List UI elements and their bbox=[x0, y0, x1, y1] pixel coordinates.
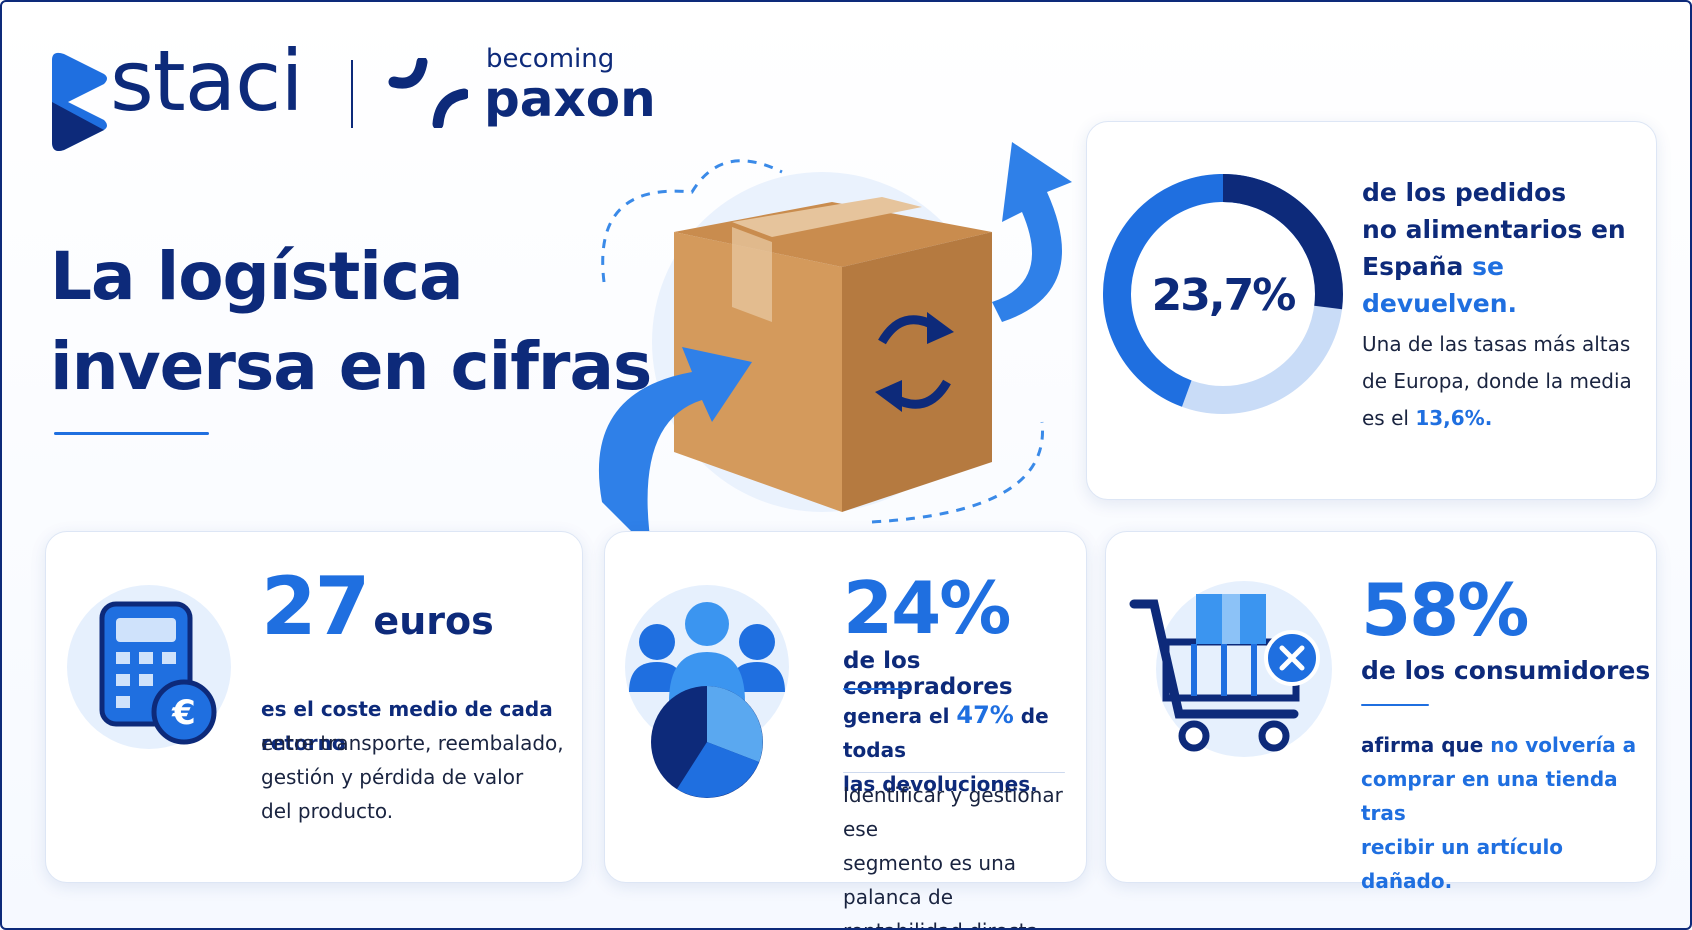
returns-note: Una de las tasas más altas de Europa, do… bbox=[1362, 326, 1632, 437]
paxon-icon bbox=[388, 58, 468, 128]
buyers-subtitle: de los compradores bbox=[843, 648, 1013, 700]
cart-icon bbox=[1129, 581, 1332, 757]
title-line: La logística bbox=[50, 238, 464, 315]
highlight: se devuelven. bbox=[1362, 252, 1518, 318]
text: genera el bbox=[843, 704, 957, 728]
partner: paxon bbox=[484, 70, 656, 128]
logo-divider bbox=[351, 60, 353, 128]
box-illustration bbox=[598, 142, 1072, 552]
title: La logística inversa en cifras bbox=[50, 232, 652, 412]
highlight: 13,6%. bbox=[1415, 406, 1493, 430]
text: España bbox=[1362, 252, 1473, 281]
buyers-value: 24% bbox=[843, 566, 1011, 650]
text-line: segmento es una palanca de bbox=[843, 851, 1017, 909]
cost-lead: es el coste medio de cada retorno bbox=[261, 697, 553, 755]
cost-body: entre transporte, reembalado, gestión y … bbox=[261, 726, 564, 828]
rule bbox=[843, 772, 1065, 773]
cost-unit: euros bbox=[373, 599, 494, 643]
text-line: rentabilidad directa. bbox=[843, 914, 1086, 928]
text-line: no alimentarios en bbox=[1362, 215, 1626, 244]
text-line: de Europa, donde la media bbox=[1362, 369, 1632, 393]
calculator-icon: € bbox=[67, 585, 231, 749]
people-icon bbox=[625, 585, 789, 798]
cost-value: 27 bbox=[261, 560, 370, 653]
staci-icon bbox=[52, 52, 107, 151]
text-line: entre transporte, reembalado, bbox=[261, 731, 564, 755]
consumers-card: 58% de los consumidores afirma que no vo… bbox=[1105, 531, 1657, 893]
title-line: inversa en cifras bbox=[50, 328, 652, 405]
text-line: es el 13,6%. bbox=[1362, 400, 1632, 437]
tagline: becoming bbox=[486, 44, 615, 74]
donut bbox=[1103, 174, 1343, 414]
text-line: afirma que no volvería a bbox=[1361, 728, 1656, 762]
cost-headline: 27 euros bbox=[261, 560, 494, 653]
highlight: 47% bbox=[956, 701, 1014, 729]
text-line: genera el 47% de todas bbox=[843, 698, 1086, 767]
text-line: Identificar y gestionar ese bbox=[843, 783, 1063, 841]
buyers-lead: genera el 47% de todas las devoluciones. bbox=[843, 698, 1086, 801]
text-line: del producto. bbox=[261, 799, 394, 823]
rule bbox=[843, 688, 907, 690]
highlight: comprar en una tienda tras bbox=[1361, 767, 1618, 825]
cost-card: € 27 euros es el coste medio de cada ret… bbox=[45, 531, 583, 883]
consumers-value: 58% bbox=[1361, 568, 1529, 652]
svg-text:€: € bbox=[171, 693, 196, 733]
returns-value: 23,7% bbox=[1151, 270, 1297, 321]
text-line: las devoluciones. bbox=[843, 772, 1038, 796]
text: es el bbox=[1362, 406, 1416, 430]
buyers-card: 24% de los compradores genera el 47% de … bbox=[604, 531, 1087, 928]
buyers-body: Identificar y gestionar ese segmento es … bbox=[843, 778, 1086, 928]
text-line: de los pedidos bbox=[1362, 178, 1567, 207]
highlight: recibir un artículo dañado. bbox=[1361, 835, 1564, 893]
title-rule bbox=[54, 432, 209, 435]
text-line: España se devuelven. bbox=[1362, 248, 1656, 322]
returns-card: 23,7% de los pedidos no alimentarios en … bbox=[1086, 121, 1657, 500]
returns-text: de los pedidos no alimentarios en España… bbox=[1362, 174, 1656, 322]
consumers-lead: afirma que no volvería a comprar en una … bbox=[1361, 728, 1656, 898]
text-line: gestión y pérdida de valor bbox=[261, 765, 524, 789]
consumers-subtitle: de los consumidores bbox=[1361, 656, 1651, 685]
text: afirma que bbox=[1361, 733, 1491, 757]
text-line: Una de las tasas más altas bbox=[1362, 332, 1631, 356]
rule bbox=[1361, 704, 1429, 706]
brand: staci bbox=[110, 32, 304, 130]
text: de todas bbox=[843, 704, 1049, 762]
highlight: no volvería a bbox=[1490, 733, 1637, 757]
